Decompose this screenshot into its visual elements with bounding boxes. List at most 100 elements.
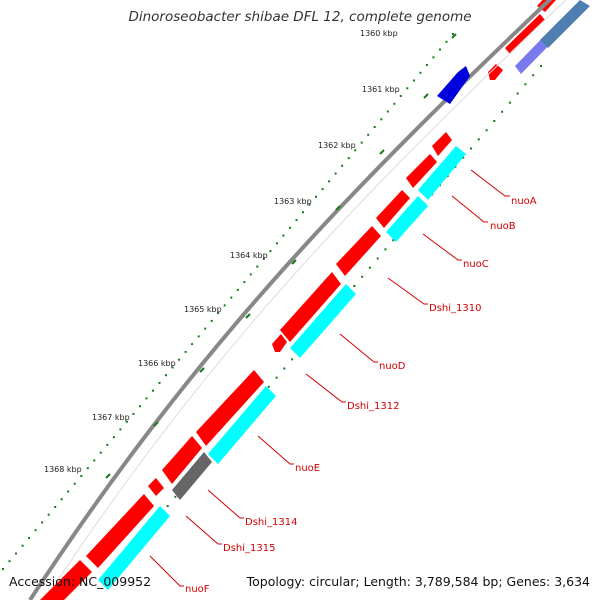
leader-Dshi_1310 (387, 277, 428, 305)
outer-dot (106, 443, 109, 446)
outer-dot (21, 544, 24, 547)
outer-dot (41, 521, 44, 524)
outer-dot (8, 560, 11, 563)
gene-label-nuoA: nuoA (511, 196, 537, 207)
inner-dot (516, 92, 519, 95)
leader-nuoE (257, 435, 294, 465)
gene-label-nuoD: nuoD (379, 361, 406, 372)
outer-dot (230, 296, 233, 299)
outer-dot (73, 482, 76, 485)
inner-dot (540, 65, 542, 67)
outer-dot (412, 79, 415, 82)
gene-nuoF (98, 506, 170, 590)
tick-label: 1361 kbp (362, 85, 400, 94)
outer-dot (67, 490, 70, 493)
gene-nuoA (418, 146, 466, 200)
leader-Dshi_1315 (185, 515, 222, 545)
outer-dot (269, 250, 272, 253)
outer-dot (184, 350, 187, 353)
outer-dot (380, 118, 383, 121)
gene-label-Dshi_1312: Dshi_1312 (347, 401, 399, 412)
gene-label-Dshi_1310: Dshi_1310 (429, 303, 481, 314)
cds-small-top (488, 64, 503, 80)
outer-dot (425, 64, 428, 66)
inner-dot (524, 83, 527, 86)
outer-dot (34, 529, 37, 532)
outer-dot (347, 157, 350, 160)
genome-summary: Topology: circular; Length: 3,789,584 bp… (246, 574, 590, 589)
leader-Dshi_1312 (305, 373, 346, 403)
outer-dot (47, 513, 50, 516)
cds-Dshi_1315 (148, 478, 164, 496)
gene-label-nuoE: nuoE (295, 463, 320, 474)
outer-dot (2, 568, 4, 570)
outer-dot (256, 265, 259, 268)
inner-dot (283, 367, 286, 370)
map-title: Dinoroseobacter shibae DFL 12, complete … (128, 9, 472, 25)
cds-nuoB (406, 154, 437, 188)
outer-dot (236, 288, 239, 291)
accession-text: Accession: NC_009952 (9, 574, 152, 589)
tick-mark (105, 473, 111, 479)
outer-dot (452, 33, 454, 35)
inner-dot (532, 74, 535, 77)
tick-label: 1363 kbp (274, 197, 312, 206)
outer-dot (419, 71, 422, 74)
inner-dot (361, 275, 364, 278)
gene-nuoB-C (386, 196, 428, 242)
outer-dot (191, 343, 194, 346)
cds-track (40, 132, 452, 600)
outer-dot (315, 195, 317, 198)
gene-nuoE (208, 386, 276, 464)
outer-dot (54, 506, 57, 508)
outer-dot (139, 405, 141, 408)
outer-dot (308, 203, 311, 206)
outer-dot (86, 467, 89, 470)
cds-nuoD (280, 272, 341, 342)
outer-dot (243, 281, 246, 284)
outer-dot (112, 436, 115, 439)
outer-dot (165, 374, 167, 377)
outer-dot (132, 412, 135, 415)
outer-dot (302, 211, 304, 214)
outer-dot (15, 552, 17, 555)
cds-nuoE (196, 370, 264, 446)
outer-dot (399, 95, 402, 97)
tick-label: 1364 kbp (230, 251, 268, 260)
inner-dot (501, 110, 504, 113)
outer-dot (178, 358, 181, 361)
outer-dot (321, 188, 324, 191)
inner-dot (166, 505, 169, 507)
inner-dot (477, 138, 480, 141)
inner-dot (508, 101, 511, 104)
outer-tick-dots (2, 33, 454, 570)
gene-track (98, 146, 466, 590)
gene-label-nuoB: nuoB (490, 221, 516, 232)
outer-dot (360, 141, 363, 144)
tick-label: 1367 kbp (92, 413, 130, 422)
outer-dot (328, 180, 331, 183)
inner-dot (174, 495, 177, 498)
outer-dot (28, 537, 31, 539)
outer-dot (393, 102, 396, 105)
leader-Dshi_1314 (207, 489, 244, 519)
outer-dot (60, 498, 63, 501)
kbp-ticks: 1360 kbp 1361 kbp 1362 kbp 1363 kbp 1364 kbp… (44, 29, 457, 479)
inner-dot (353, 285, 356, 287)
tick-mark (379, 149, 385, 155)
outer-dot (197, 335, 200, 338)
outer-dot (152, 389, 154, 392)
outer-dot (249, 273, 252, 276)
outer-dot (282, 234, 285, 237)
label-leaders (149, 169, 510, 587)
tick-mark (451, 33, 457, 39)
forward-feature (437, 66, 470, 104)
inner-dot (392, 239, 395, 242)
outer-dot (334, 172, 337, 175)
gene-labels: nuoA nuoB nuoC Dshi_1310 nuoD Dshi_1312 nuoE Ds… (185, 196, 537, 595)
tick-mark (291, 259, 297, 265)
cds-nuoC (376, 190, 410, 228)
cds-nuoF (86, 494, 154, 568)
outer-dot (99, 451, 102, 454)
